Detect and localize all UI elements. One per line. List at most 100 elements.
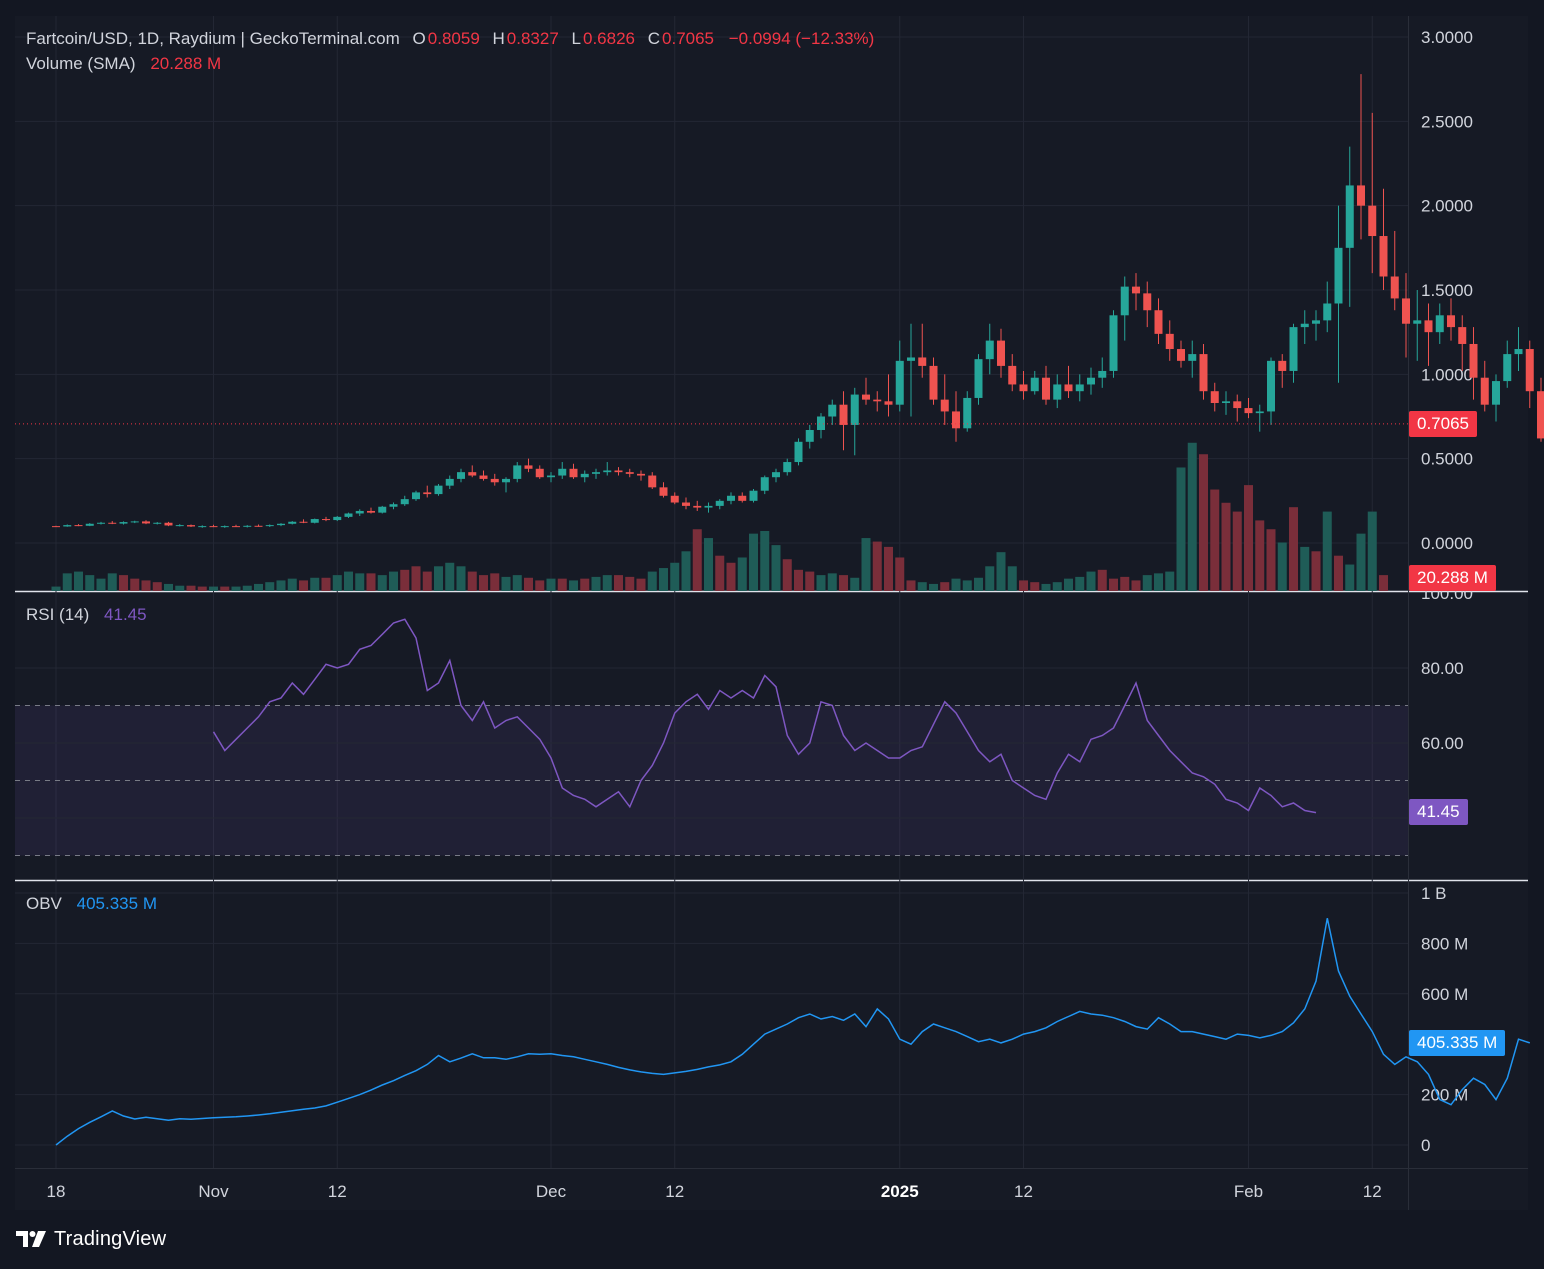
volume-bar bbox=[209, 586, 218, 591]
candle-body bbox=[1278, 360, 1287, 371]
price-axis-tick: 0.0000 bbox=[1421, 534, 1473, 553]
candle-body bbox=[400, 499, 409, 505]
volume-bar bbox=[861, 538, 871, 591]
price-axis-tick: 2.0000 bbox=[1421, 197, 1473, 216]
candle-body bbox=[738, 495, 747, 501]
candle-body bbox=[1503, 354, 1512, 382]
volume-bar bbox=[1300, 546, 1310, 591]
time-axis-tick: 12 bbox=[1014, 1182, 1033, 1201]
volume-bar bbox=[456, 566, 466, 591]
low-value: 0.6826 bbox=[583, 29, 635, 48]
volume-bar bbox=[355, 573, 365, 591]
volume-legend: Volume (SMA) 20.288 M bbox=[26, 53, 223, 75]
volume-bar bbox=[1041, 583, 1051, 591]
candle-body bbox=[1334, 247, 1343, 304]
volume-label[interactable]: Volume (SMA) bbox=[26, 54, 136, 73]
candle-body bbox=[490, 478, 499, 483]
volume-bar bbox=[1199, 454, 1208, 591]
candle-body bbox=[817, 416, 825, 430]
volume-bar bbox=[220, 586, 230, 591]
volume-bar bbox=[884, 546, 893, 591]
candle-body bbox=[614, 470, 623, 473]
obv-axis-tick: 0 bbox=[1421, 1136, 1430, 1155]
volume-bar bbox=[1379, 575, 1388, 591]
volume-bar bbox=[197, 586, 207, 591]
volume-bar bbox=[434, 566, 443, 591]
volume-bar bbox=[614, 575, 623, 591]
candle-body bbox=[1053, 384, 1062, 400]
candle-body bbox=[310, 519, 319, 523]
volume-bar bbox=[85, 575, 95, 591]
volume-bar bbox=[74, 571, 83, 591]
candle-body bbox=[772, 472, 780, 478]
candle-body bbox=[569, 468, 578, 478]
candle-body bbox=[187, 525, 195, 527]
candle-body bbox=[367, 510, 375, 513]
candle-body bbox=[299, 521, 308, 523]
rsi-label[interactable]: RSI (14) bbox=[26, 605, 90, 624]
candle-body bbox=[1255, 411, 1264, 414]
candle-body bbox=[1132, 286, 1140, 294]
candle-body bbox=[1345, 185, 1354, 248]
candle-body bbox=[1435, 315, 1444, 333]
candle-body bbox=[1469, 343, 1478, 378]
volume-bar bbox=[377, 575, 387, 591]
volume-bar bbox=[816, 575, 826, 591]
candle-body bbox=[963, 397, 972, 429]
volume-bar bbox=[411, 566, 421, 591]
volume-bar bbox=[152, 582, 162, 591]
close-value: 0.7065 bbox=[662, 29, 715, 48]
obv-label[interactable]: OBV bbox=[26, 894, 62, 913]
volume-bar bbox=[1289, 507, 1298, 591]
volume-bar bbox=[1165, 571, 1175, 591]
candle-body bbox=[670, 495, 679, 503]
candle-body bbox=[1177, 349, 1185, 361]
low-label: L bbox=[571, 29, 581, 48]
volume-bar bbox=[422, 571, 432, 591]
candle-body bbox=[952, 411, 960, 429]
volume-bar bbox=[1345, 564, 1355, 591]
volume-bar bbox=[332, 575, 342, 591]
volume-bar bbox=[164, 583, 173, 591]
candle-body bbox=[1300, 323, 1309, 328]
volume-bar bbox=[962, 580, 972, 591]
time-axis-tick: Feb bbox=[1234, 1182, 1263, 1201]
volume-bar bbox=[242, 585, 252, 591]
volume-bar bbox=[1210, 489, 1220, 591]
candle-body bbox=[693, 505, 702, 508]
volume-bar bbox=[996, 552, 1006, 591]
candle-body bbox=[839, 404, 848, 425]
candle-body bbox=[288, 521, 297, 524]
candle-body bbox=[558, 468, 567, 476]
candle-body bbox=[648, 475, 657, 488]
candle-body bbox=[85, 523, 94, 526]
tradingview-brand[interactable]: TradingView bbox=[16, 1226, 166, 1252]
candle-body bbox=[603, 470, 612, 473]
volume-bar bbox=[1030, 582, 1040, 591]
candle-body bbox=[1244, 408, 1253, 414]
candle-body bbox=[513, 465, 522, 479]
candle-body bbox=[1008, 365, 1017, 385]
symbol-title[interactable]: Fartcoin/USD, 1D, Raydium | GeckoTermina… bbox=[26, 29, 400, 48]
candle-body bbox=[805, 429, 814, 442]
volume-bar bbox=[186, 585, 196, 591]
candle-body bbox=[198, 526, 207, 528]
volume-bar bbox=[692, 529, 702, 591]
candle-body bbox=[1323, 303, 1332, 321]
volume-bar bbox=[895, 557, 905, 591]
volume-bar bbox=[310, 577, 320, 591]
volume-bar bbox=[1187, 442, 1197, 591]
candle-body bbox=[445, 478, 454, 486]
candle-body bbox=[547, 475, 555, 478]
volume-bar bbox=[130, 578, 140, 591]
volume-bar bbox=[1322, 511, 1332, 591]
candle-body bbox=[254, 525, 263, 527]
volume-bar bbox=[107, 573, 117, 591]
volume-bar bbox=[1120, 576, 1130, 591]
candle-body bbox=[997, 340, 1005, 366]
volume-bar bbox=[141, 580, 151, 591]
close-label: C bbox=[647, 29, 661, 48]
last-price-tag: 0.7065 bbox=[1409, 411, 1477, 437]
